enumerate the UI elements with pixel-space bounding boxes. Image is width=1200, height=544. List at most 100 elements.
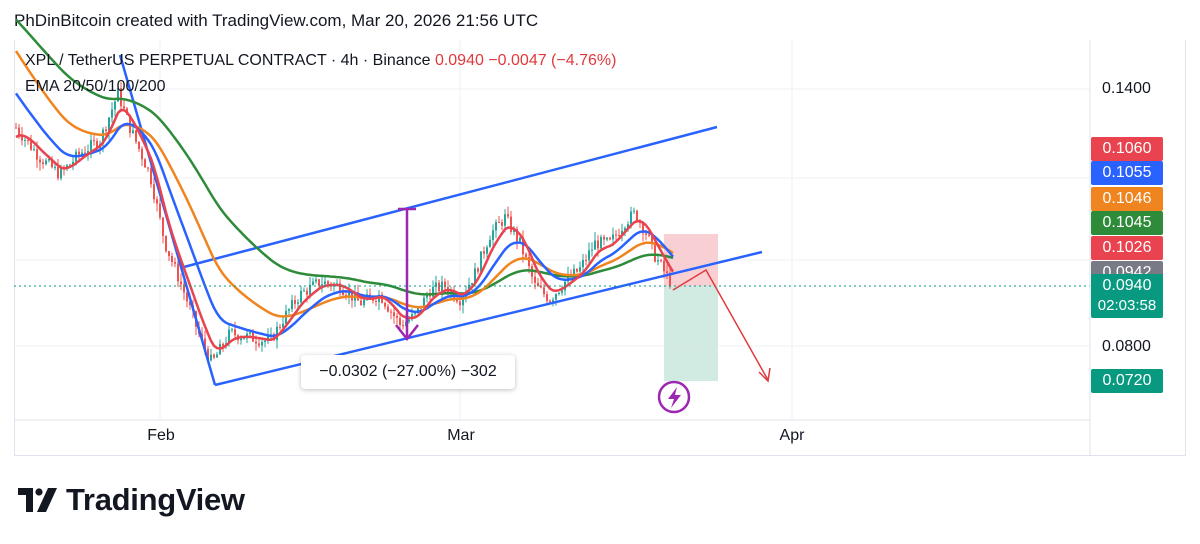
candle-body xyxy=(612,234,614,240)
candle-body xyxy=(498,222,500,224)
indicator-legend[interactable]: EMA 20/50/100/200 xyxy=(25,78,166,95)
bar-countdown: 02:03:58 xyxy=(1097,297,1157,314)
candle-body xyxy=(561,290,563,293)
candle-body xyxy=(84,152,86,154)
candle-body xyxy=(36,149,38,160)
lightning-icon[interactable] xyxy=(657,380,691,414)
candle-body xyxy=(144,159,146,168)
candle-body xyxy=(45,160,47,165)
y-tick-label: 0.0800 xyxy=(1102,338,1151,355)
candle-body xyxy=(138,141,140,149)
candle-body xyxy=(591,249,593,251)
candle-body xyxy=(663,260,665,272)
target-zone xyxy=(664,286,718,381)
candle-body xyxy=(222,343,224,347)
x-tick-label: Feb xyxy=(147,427,175,444)
candle-body xyxy=(42,162,44,165)
candle-body xyxy=(549,300,551,303)
candle-body xyxy=(558,292,560,295)
candle-body xyxy=(393,312,395,317)
candle-body xyxy=(384,302,386,307)
candle-body xyxy=(438,282,440,292)
candle-body xyxy=(579,267,581,272)
candle-body xyxy=(171,255,173,262)
measure-label: −0.0302 (−27.00%) −302 xyxy=(301,355,515,389)
candle-body xyxy=(426,295,428,298)
candle-body xyxy=(93,140,95,142)
candle-body xyxy=(468,284,470,292)
candle-body xyxy=(441,281,443,292)
candle-body xyxy=(432,286,434,297)
candle-body xyxy=(276,326,278,341)
stop-zone xyxy=(664,234,718,286)
candle-body xyxy=(471,283,473,285)
candle-body xyxy=(291,300,293,310)
candle-body xyxy=(576,268,578,272)
candle-body xyxy=(519,237,521,242)
candle-body xyxy=(147,167,149,169)
candle-body xyxy=(111,109,113,118)
tradingview-brand[interactable]: TradingView xyxy=(18,482,245,518)
candle-body xyxy=(423,297,425,309)
candle-body xyxy=(594,240,596,250)
candle-body xyxy=(96,141,98,149)
candle-body xyxy=(120,88,122,107)
candle-body xyxy=(660,260,662,262)
candle-body xyxy=(258,343,260,346)
ema-200-line xyxy=(15,18,674,296)
candle-body xyxy=(669,273,671,287)
candle-body xyxy=(462,296,464,306)
ema-20-line xyxy=(15,108,675,350)
candle-body xyxy=(165,235,167,252)
candle-body xyxy=(15,127,17,129)
candle-body xyxy=(636,210,638,222)
candle-body xyxy=(216,354,218,358)
candle-body xyxy=(72,161,74,165)
candle-body xyxy=(69,164,71,166)
tradingview-logo-icon xyxy=(18,488,57,512)
candle-body xyxy=(339,283,341,293)
candle-body xyxy=(174,261,176,264)
x-tick-label: Apr xyxy=(779,427,805,444)
candle-body xyxy=(603,236,605,240)
candle-body xyxy=(60,168,62,179)
candle-body xyxy=(654,242,656,262)
candle-body xyxy=(210,354,212,361)
candle-body xyxy=(642,223,644,234)
candle-body xyxy=(567,274,569,282)
candle-body xyxy=(414,313,416,315)
candle-body xyxy=(651,235,653,243)
candle-body xyxy=(153,184,155,200)
candle-body xyxy=(363,299,365,306)
candle-body xyxy=(633,210,635,212)
price-change: −0.0047 (−4.76%) xyxy=(488,52,617,69)
candle-body xyxy=(321,284,323,286)
symbol-legend[interactable]: XPL / TetherUS PERPETUAL CONTRACT · 4h ·… xyxy=(25,52,616,70)
candle-body xyxy=(348,291,350,297)
candle-body xyxy=(360,300,362,306)
candle-body xyxy=(87,151,89,154)
candle-body xyxy=(507,214,509,217)
candle-body xyxy=(57,166,59,179)
chart-frame xyxy=(14,40,1186,456)
y-tick-label: 0.1400 xyxy=(1102,80,1151,97)
candle-body xyxy=(399,317,401,326)
last-price: 0.0940 xyxy=(434,52,484,69)
candle-body xyxy=(18,127,20,135)
x-tick-label: Mar xyxy=(447,427,475,444)
candle-body xyxy=(300,290,302,303)
candle-body xyxy=(312,281,314,285)
candle-body xyxy=(51,159,53,168)
candle-body xyxy=(105,129,107,132)
candle-body xyxy=(240,338,242,341)
candle-body xyxy=(309,284,311,295)
candle-body xyxy=(261,341,263,346)
candle-body xyxy=(540,286,542,288)
candle-body xyxy=(390,311,392,313)
ema-50-line xyxy=(14,92,674,338)
candle-body xyxy=(435,282,437,287)
candle-body xyxy=(183,284,185,293)
candle-body xyxy=(159,203,161,218)
candle-body xyxy=(525,254,527,257)
